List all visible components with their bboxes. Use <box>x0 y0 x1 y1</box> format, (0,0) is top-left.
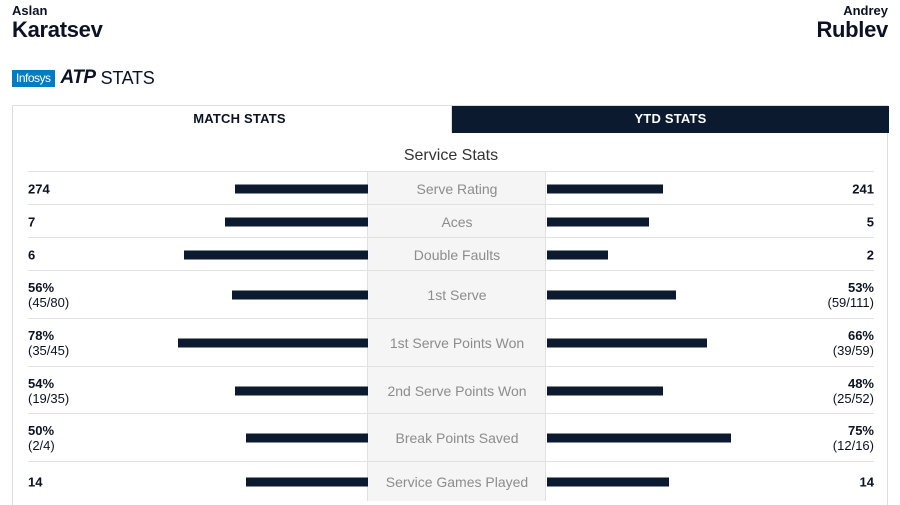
stats-panel: MATCH STATS YTD STATS Service Stats 274 2… <box>12 105 889 505</box>
player-right-last-name: Rublev <box>816 17 888 42</box>
stat-fraction-right: (12/16) <box>832 438 874 453</box>
stat-label-column <box>367 171 546 501</box>
stat-value-left: 7 <box>28 214 36 229</box>
stat-label: 1st Serve <box>427 287 487 303</box>
player-left-last-name: Karatsev <box>12 17 103 42</box>
stat-bar-left <box>235 184 368 193</box>
stat-bar-left <box>246 433 368 443</box>
stat-value-right: 66% (39/59) <box>833 328 874 358</box>
stat-label: 1st Serve Points Won <box>389 335 525 351</box>
stat-bar-right <box>547 386 663 395</box>
stats-tabs: MATCH STATS YTD STATS <box>28 106 889 133</box>
stat-fraction-left: (2/4) <box>28 438 55 453</box>
infosys-logo: Infosys <box>12 69 55 87</box>
stat-percent-left: 78% <box>28 328 55 343</box>
stat-fraction-left: (19/35) <box>28 390 70 406</box>
stat-bar-right <box>547 250 608 259</box>
stat-value-right: 2 <box>866 247 874 262</box>
stats-logo-text: STATS <box>100 67 155 88</box>
stat-bar-left <box>225 217 368 226</box>
section-title: Service Stats <box>403 147 499 164</box>
stat-bar-left <box>246 477 368 487</box>
stat-label: Serve Rating <box>416 180 498 197</box>
stat-bar-right <box>547 290 676 300</box>
stat-value-right: 48% (25/52) <box>833 376 874 406</box>
atp-logo: ATP <box>60 67 97 88</box>
stat-row: 78% (35/45) 66% (39/59) 1st Serve Points Won <box>28 318 874 367</box>
stat-bar-left <box>184 250 368 259</box>
stat-fraction-right: (25/52) <box>832 390 874 406</box>
stat-fraction-left: (35/45) <box>28 343 70 358</box>
stat-row: 56% (45/80) 53% (59/111) 1st Serve <box>28 270 874 319</box>
stat-bar-right <box>547 338 707 348</box>
stat-bar-right <box>547 217 649 226</box>
stat-label: 2nd Serve Points Won <box>387 382 527 399</box>
infosys-atp-stats-logo: Infosys ATP STATS <box>12 67 155 88</box>
stat-fraction-left: (45/80) <box>28 295 70 310</box>
tab-match-stats[interactable]: MATCH STATS <box>28 106 452 133</box>
stat-label: Aces <box>441 213 473 230</box>
stat-label: Double Faults <box>413 246 501 263</box>
tab-ytd-stats[interactable]: YTD STATS <box>452 106 889 133</box>
stat-value-left: 6 <box>28 247 36 262</box>
stat-value-right: 75% (12/16) <box>833 423 874 453</box>
stat-value-left: 78% (35/45) <box>28 328 69 358</box>
stat-value-left: 54% (19/35) <box>28 376 69 406</box>
stat-percent-right: 66% <box>847 328 874 343</box>
stat-row: 274 241 Serve Rating <box>28 171 874 205</box>
stat-fraction-right: (39/59) <box>832 343 874 358</box>
stat-row: 54% (19/35) 48% (25/52) 2nd Serve Points Won <box>28 366 874 414</box>
player-right: Andrey Rublev <box>816 4 888 42</box>
stat-percent-right: 75% <box>847 423 874 438</box>
stat-bar-left <box>178 338 368 348</box>
stat-value-right: 14 <box>859 474 874 490</box>
stat-label: Service Games Played <box>385 474 529 490</box>
player-right-first-name: Andrey <box>843 3 888 18</box>
stat-bar-left <box>232 290 368 300</box>
stat-percent-left: 56% <box>28 280 55 295</box>
stat-percent-left: 54% <box>28 375 55 391</box>
stat-label: Break Points Saved <box>395 430 519 446</box>
stat-value-left: 56% (45/80) <box>28 280 69 310</box>
stat-row: 6 2 Double Faults <box>28 237 874 271</box>
stat-value-right: 5 <box>866 214 874 229</box>
player-left-first-name: Aslan <box>12 3 48 18</box>
stat-value-right: 241 <box>852 181 874 196</box>
stat-value-left: 50% (2/4) <box>28 423 55 453</box>
stat-percent-right: 53% <box>847 280 874 295</box>
stat-bar-right <box>547 433 731 443</box>
stat-value-left: 14 <box>28 474 43 490</box>
stat-bar-right <box>547 184 663 193</box>
stat-row: 50% (2/4) 75% (12/16) Break Points Saved <box>28 413 874 462</box>
stat-bar-left <box>235 386 368 395</box>
stat-bar-right <box>547 477 669 487</box>
player-left: Aslan Karatsev <box>12 4 103 42</box>
stat-row: 14 14 Service Games Played <box>28 461 874 502</box>
stat-percent-left: 50% <box>28 423 55 438</box>
stat-percent-right: 48% <box>847 375 874 391</box>
stat-row: 7 5 Aces <box>28 204 874 238</box>
stat-value-right: 53% (59/111) <box>828 280 875 310</box>
stat-value-left: 274 <box>28 181 50 196</box>
stat-fraction-right: (59/111) <box>827 295 875 310</box>
